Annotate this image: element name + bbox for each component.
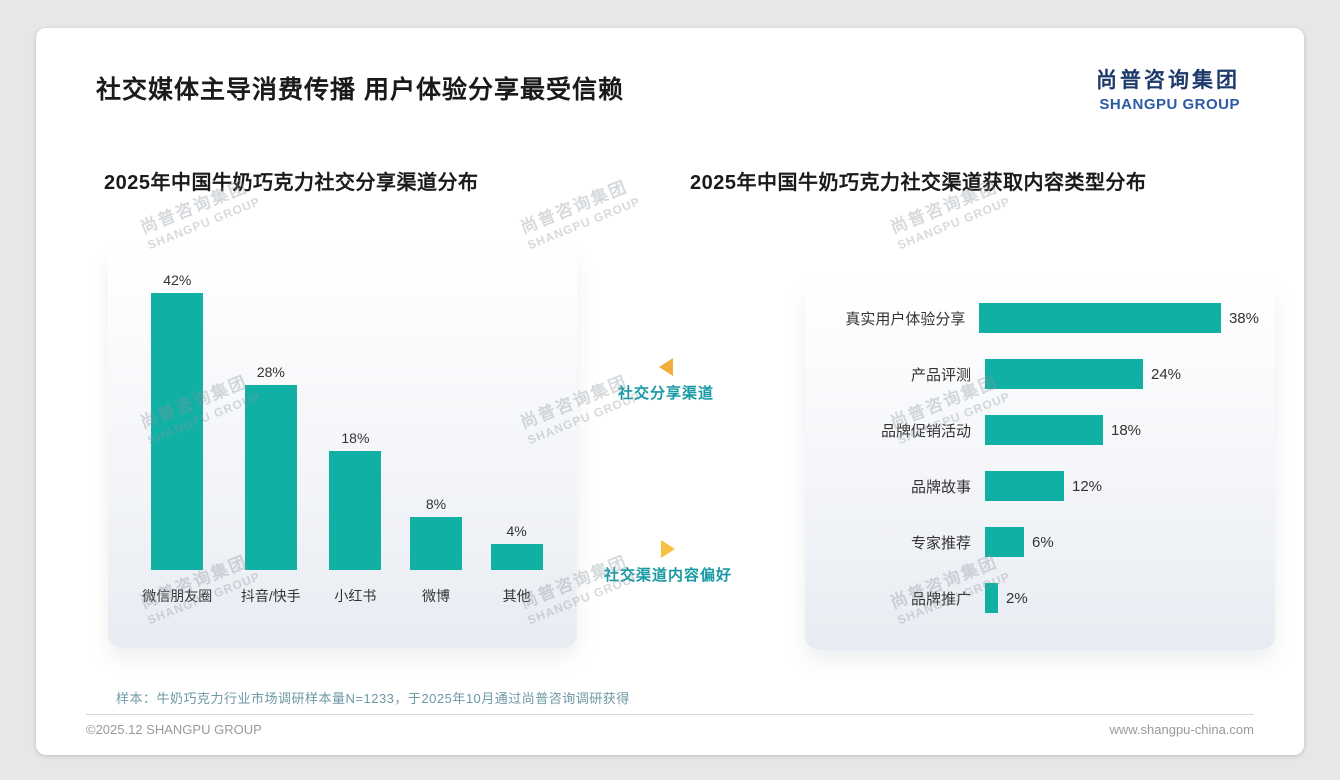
bar-column: 8% 微博 [410, 248, 463, 622]
triangle-left-icon [659, 358, 673, 376]
bar-category-label: 产品评测 [910, 366, 971, 384]
bar-value-label: 42% [163, 272, 192, 288]
bar-row: 产品评测 24% [805, 346, 1259, 402]
bar-category-label: 微博 [422, 588, 451, 604]
bar [985, 415, 1103, 445]
bar-category-label: 品牌故事 [910, 478, 971, 496]
bar-value-label: 2% [1006, 589, 1028, 607]
left-chart-panel: 42% 微信朋友圈 28% 抖音/快手 18% 小红书 8% 微博 4% 其他 [108, 248, 577, 648]
bar-value-label: 18% [1111, 421, 1142, 439]
bar-row: 专家推荐 6% [805, 514, 1259, 570]
bar [985, 471, 1064, 501]
bar-row: 品牌故事 12% [805, 458, 1259, 514]
bar-category-label: 品牌推广 [910, 590, 971, 608]
annotation-share-channel: 社交分享渠道 [588, 358, 744, 403]
logo: 尚普咨询集团 SHANGPU GROUP [1096, 64, 1240, 113]
bar-value-label: 4% [506, 523, 527, 539]
bar [985, 527, 1024, 557]
bar [985, 359, 1143, 389]
annotation-share-channel-label: 社交分享渠道 [617, 385, 714, 402]
bar-row: 真实用户体验分享 38% [805, 290, 1259, 346]
bar-column: 4% 其他 [490, 248, 543, 622]
logo-english-text: SHANGPU GROUP [1099, 96, 1240, 113]
annotation-content-preference-label: 社交渠道内容偏好 [603, 567, 732, 584]
bar-value-label: 38% [1228, 309, 1259, 327]
bar [244, 385, 297, 570]
bar-category-label: 真实用户体验分享 [845, 310, 966, 328]
annotation-content-preference: 社交渠道内容偏好 [584, 540, 752, 585]
copyright-text: ©2025.12 SHANGPU GROUP [86, 722, 262, 737]
bar-column: 28% 抖音/快手 [241, 248, 301, 622]
bar-value-label: 8% [425, 496, 447, 512]
bar-row: 品牌促销活动 18% [805, 402, 1259, 458]
footer-divider [86, 714, 1254, 715]
bar-value-label: 28% [256, 364, 285, 380]
slide-card: 社交媒体主导消费传播 用户体验分享最受信赖 尚普咨询集团 SHANGPU GRO… [36, 28, 1304, 755]
bar [979, 303, 1221, 333]
bar-row: 品牌推广 2% [805, 570, 1259, 626]
right-chart-panel: 真实用户体验分享 38% 产品评测 24% 品牌促销活动 18% 品牌故事 12% 专家推荐 6%… [805, 282, 1275, 650]
bar-category-label: 其他 [502, 588, 531, 604]
left-chart-title: 2025年中国牛奶巧克力社交分享渠道分布 [104, 172, 479, 194]
website-text: www.shangpu-china.com [1109, 722, 1254, 737]
bar-value-label: 6% [1032, 533, 1054, 551]
footer: ©2025.12 SHANGPU GROUP www.shangpu-china… [86, 722, 1254, 737]
bar [410, 517, 463, 570]
right-chart-title: 2025年中国牛奶巧克力社交渠道获取内容类型分布 [690, 172, 1147, 194]
bar-column: 42% 微信朋友圈 [142, 248, 212, 622]
bar-value-label: 12% [1072, 477, 1103, 495]
bar-category-label: 小红书 [334, 588, 377, 604]
bar-value-label: 18% [341, 430, 370, 446]
sample-note: 样本：牛奶巧克力行业市场调研样本量N=1233，于2025年10月通过尚普咨询调… [116, 691, 630, 706]
horizontal-bar-chart: 真实用户体验分享 38% 产品评测 24% 品牌促销活动 18% 品牌故事 12% 专家推荐 6%… [805, 290, 1259, 640]
bar [985, 583, 998, 613]
bar-column: 18% 小红书 [329, 248, 382, 622]
bar-category-label: 品牌促销活动 [880, 422, 971, 440]
bar-category-label: 抖音/快手 [240, 588, 301, 604]
bar-value-label: 24% [1151, 365, 1182, 383]
logo-chinese-text: 尚普咨询集团 [1096, 69, 1240, 92]
bar [490, 544, 543, 570]
bar [151, 293, 204, 570]
page-title: 社交媒体主导消费传播 用户体验分享最受信赖 [96, 76, 624, 104]
bar [329, 451, 382, 570]
bar-category-label: 微信朋友圈 [142, 588, 213, 604]
triangle-right-icon [661, 540, 675, 558]
bar-category-label: 专家推荐 [910, 534, 971, 552]
vertical-bar-chart: 42% 微信朋友圈 28% 抖音/快手 18% 小红书 8% 微博 4% 其他 [128, 248, 557, 622]
watermark-text: 尚普咨询集团 SHANGPU GROUP [517, 177, 643, 253]
